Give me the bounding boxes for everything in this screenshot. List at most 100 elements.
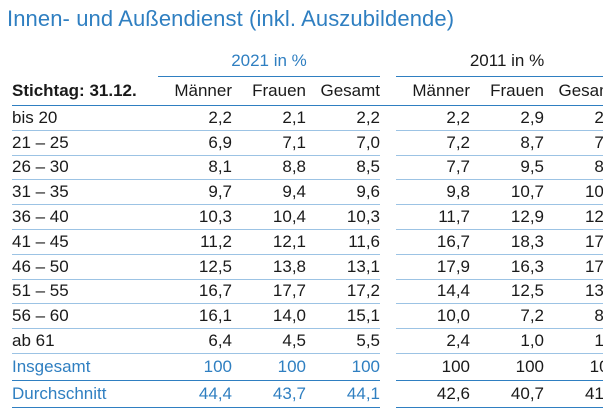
age-group-label: 36 – 40	[12, 204, 158, 230]
value-2011-total: 8,7	[544, 303, 603, 330]
column-gap	[380, 380, 396, 407]
value-2021-men: 6,9	[158, 130, 232, 156]
col-header-2021-men: Männer	[158, 76, 232, 106]
col-header-2021-total: Gesamt	[306, 76, 381, 106]
table-row: bis 202,22,12,22,22,92,5	[12, 105, 603, 131]
value-2021-women: 14,0	[232, 303, 306, 330]
table-row: ab 616,44,55,5 2,41,01,7	[12, 328, 603, 354]
age-group-label: 21 – 25	[12, 130, 158, 156]
column-gap	[380, 130, 396, 155]
summary-2011-total: 100	[544, 353, 603, 381]
group-header-2011: 2011 in %	[396, 46, 603, 77]
column-gap	[380, 229, 396, 254]
col-header-2011-total: Gesamt	[544, 76, 603, 106]
column-gap	[380, 180, 396, 205]
total-label: Insgesamt	[12, 353, 158, 381]
value-2021-women: 7,1	[232, 130, 306, 156]
value-2011-total: 17,1	[544, 254, 603, 280]
average-label: Durchschnitt	[12, 380, 158, 408]
value-2011-women: 9,5	[470, 155, 545, 181]
age-group-label: ab 61	[12, 328, 158, 354]
summary-2011-women: 100	[470, 353, 545, 381]
value-2021-men: 12,5	[158, 254, 232, 280]
age-group-label: 56 – 60	[12, 303, 158, 330]
table-row: 21 – 256,97,17,0 7,28,77,9	[12, 130, 603, 156]
table-row: 26 – 308,18,88,5 7,79,58,6	[12, 155, 603, 181]
value-2021-women: 8,8	[232, 155, 306, 181]
summary-2011-men: 100	[396, 353, 471, 381]
value-2021-total: 11,6	[306, 229, 381, 255]
value-2011-total: 7,9	[544, 130, 603, 156]
table-row: 31 – 359,79,49,6 9,810,710,2	[12, 179, 603, 206]
value-2021-women: 13,8	[232, 254, 306, 280]
value-2011-total: 10,2	[544, 179, 603, 206]
value-2021-men: 9,7	[158, 179, 232, 206]
value-2021-women: 10,4	[232, 204, 306, 230]
value-2011-women: 18,3	[470, 229, 545, 255]
value-2021-men: 2,2	[158, 105, 232, 131]
column-gap	[380, 279, 396, 304]
age-group-label: 31 – 35	[12, 179, 158, 206]
summary-2011-men: 42,6	[396, 380, 471, 408]
summary-2021-women: 43,7	[232, 380, 306, 408]
value-2011-women: 16,3	[470, 254, 545, 280]
column-gap	[380, 254, 396, 279]
value-2011-men: 14,4	[396, 279, 471, 305]
value-2011-women: 10,7	[470, 179, 545, 206]
group-header-row: 2021 in % 2011 in %	[12, 46, 603, 77]
value-2011-men: 10,0	[396, 303, 471, 330]
value-2021-total: 9,6	[306, 179, 381, 206]
value-2021-men: 11,2	[158, 229, 232, 255]
group-header-2021: 2021 in %	[158, 46, 381, 77]
age-group-label: bis 20	[12, 105, 158, 131]
value-2021-men: 16,1	[158, 303, 232, 330]
column-gap	[380, 106, 396, 131]
value-2011-men: 2,4	[396, 328, 471, 354]
summary-2011-total: 41,7	[544, 380, 603, 408]
summary-2021-total: 44,1	[306, 380, 381, 408]
value-2021-men: 6,4	[158, 328, 232, 354]
value-2011-total: 1,7	[544, 328, 603, 354]
value-2011-men: 11,7	[396, 204, 471, 230]
value-2011-women: 12,9	[470, 204, 545, 230]
value-2011-total: 17,4	[544, 229, 603, 255]
value-2021-men: 10,3	[158, 204, 232, 230]
value-2011-women: 8,7	[470, 130, 545, 156]
value-2021-women: 2,1	[232, 105, 306, 131]
value-2011-men: 9,8	[396, 179, 471, 206]
value-2021-total: 8,5	[306, 155, 381, 181]
value-2011-total: 8,6	[544, 155, 603, 181]
age-group-label: 46 – 50	[12, 254, 158, 280]
value-2021-men: 16,7	[158, 279, 232, 305]
col-header-2011-women: Frauen	[470, 76, 545, 106]
reference-date-label: Stichtag: 31.12.	[12, 76, 158, 106]
summary-2011-women: 40,7	[470, 380, 545, 408]
value-2021-women: 12,1	[232, 229, 306, 255]
value-2021-total: 10,3	[306, 204, 381, 230]
value-2011-total: 12,2	[544, 204, 603, 230]
value-2021-women: 9,4	[232, 179, 306, 206]
column-gap	[380, 205, 396, 230]
value-2021-total: 13,1	[306, 254, 381, 280]
value-2021-total: 5,5	[306, 328, 381, 354]
value-2011-men: 7,7	[396, 155, 471, 181]
value-2021-men: 8,1	[158, 155, 232, 181]
value-2011-women: 1,0	[470, 328, 545, 354]
summary-2021-men: 100	[158, 353, 232, 381]
column-gap	[380, 329, 396, 354]
column-header-row: Stichtag: 31.12. Männer Frauen Gesamt Mä…	[12, 76, 603, 106]
total-row: Insgesamt100100100100100100	[12, 353, 603, 381]
value-2011-men: 7,2	[396, 130, 471, 156]
col-header-2021-women: Frauen	[232, 76, 306, 106]
age-distribution-table: 2021 in % 2011 in % Stichtag: 31.12. Män…	[12, 46, 603, 408]
group-header-spacer	[12, 46, 158, 77]
value-2011-men: 17,9	[396, 254, 471, 280]
column-gap	[380, 304, 396, 329]
value-2021-total: 2,2	[306, 105, 381, 131]
value-2011-total: 2,5	[544, 105, 603, 131]
value-2021-total: 7,0	[306, 130, 381, 156]
